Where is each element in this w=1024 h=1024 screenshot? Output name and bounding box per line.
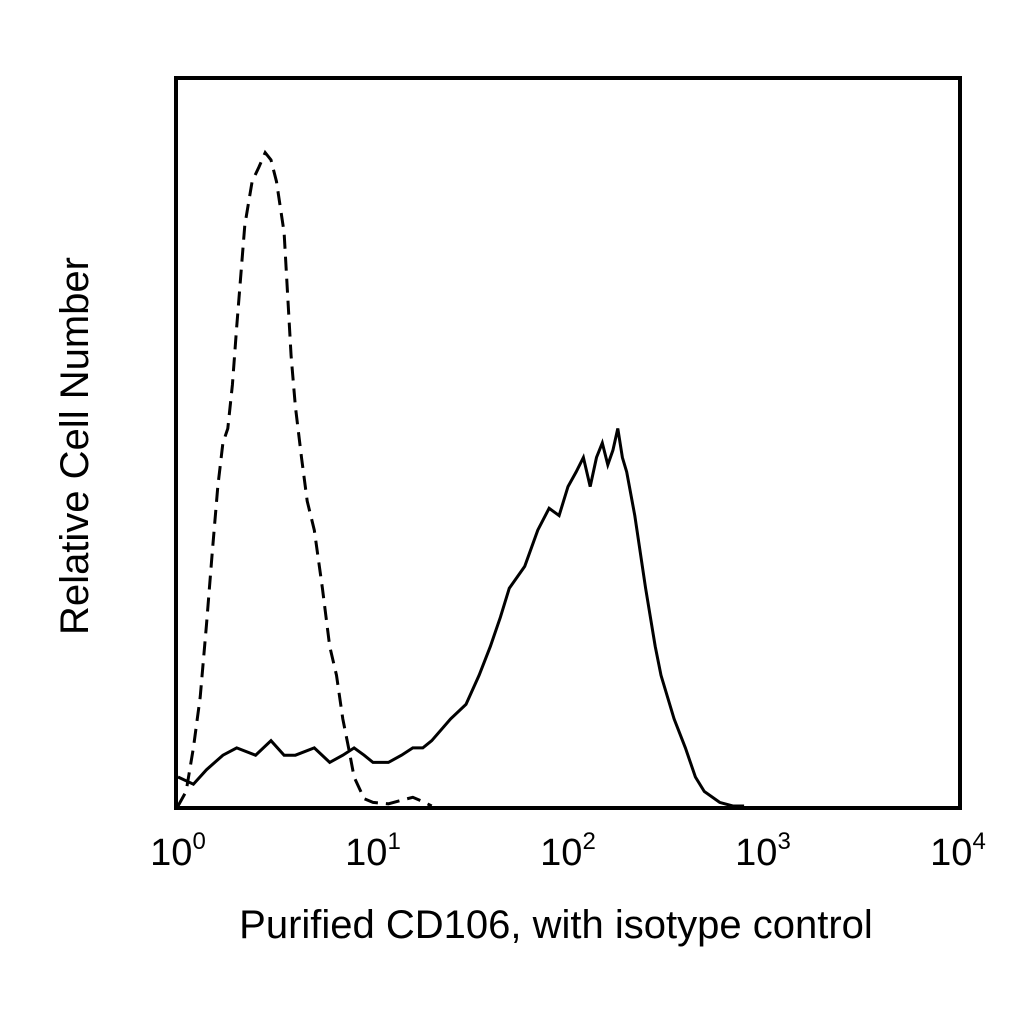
x-tick-label: 102 bbox=[540, 828, 596, 874]
x-tick-label: 104 bbox=[930, 828, 986, 874]
y-axis-label: Relative Cell Number bbox=[53, 257, 97, 635]
x-tick-labels: 100 101 102 103 104 bbox=[150, 828, 986, 874]
series-layer bbox=[176, 149, 745, 808]
x-tick-label: 100 bbox=[150, 828, 206, 874]
x-tick-label: 101 bbox=[345, 828, 401, 874]
cd106-histogram-line bbox=[177, 428, 745, 808]
x-tick-label: 103 bbox=[735, 828, 791, 874]
x-axis-label: Purified CD106, with isotype control bbox=[239, 903, 873, 947]
isotype-control-histogram-line bbox=[176, 149, 433, 808]
plot-frame bbox=[174, 76, 962, 810]
